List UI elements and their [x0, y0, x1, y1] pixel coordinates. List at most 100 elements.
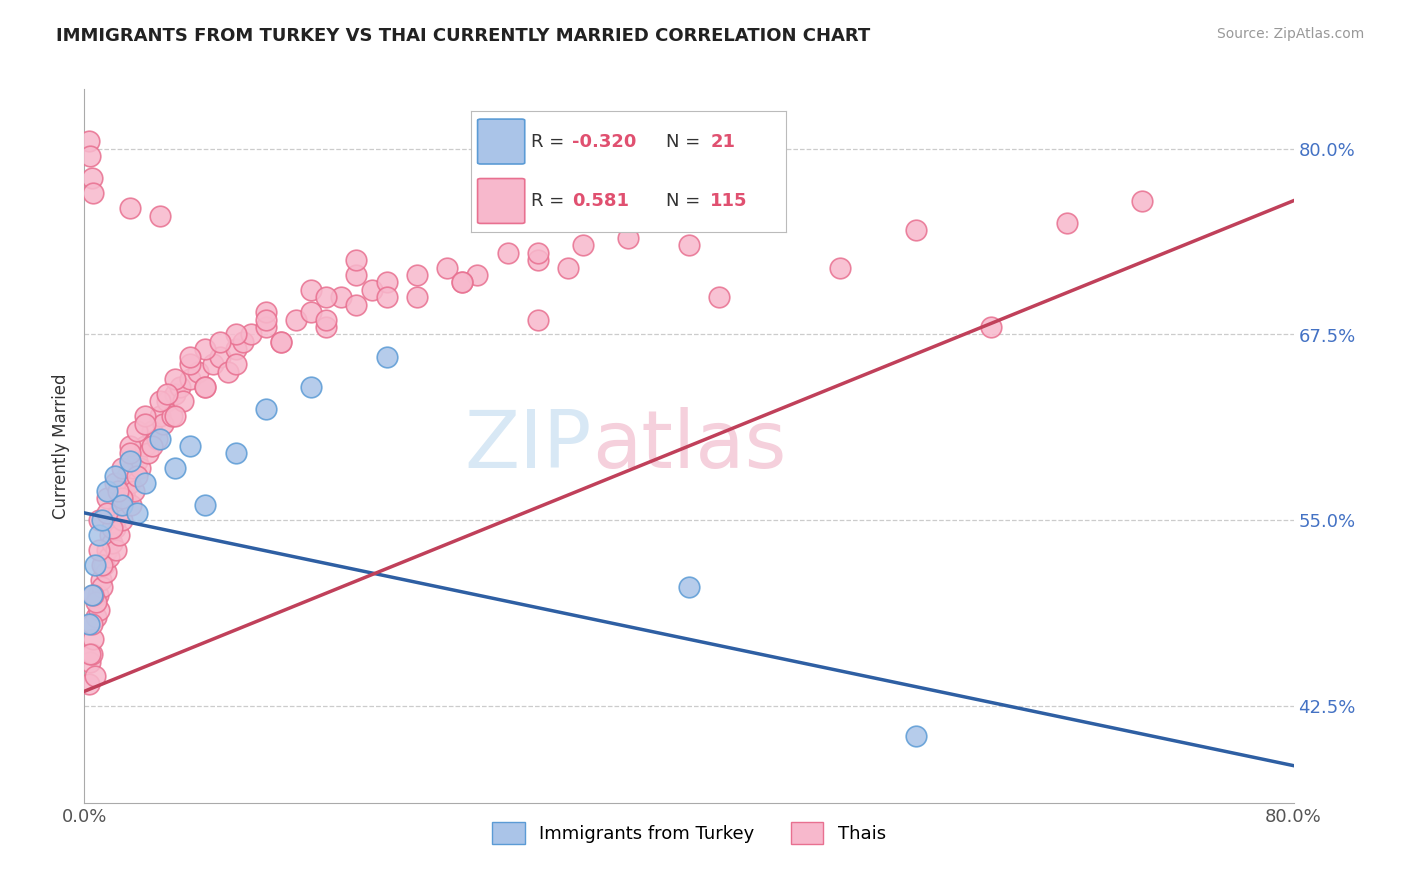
Point [149, 409, 172, 424]
Point [346, 298, 368, 312]
Point [107, 506, 129, 520]
Point [156, 387, 179, 401]
Point [360, 283, 382, 297]
Point [96, 483, 118, 498]
Point [315, 290, 337, 304]
Point [830, 260, 852, 275]
Point [105, 543, 128, 558]
Point [87, 588, 110, 602]
Point [146, 432, 169, 446]
Point [330, 290, 353, 304]
Point [187, 365, 209, 379]
Point [152, 417, 174, 431]
Point [209, 350, 232, 364]
Point [754, 201, 776, 215]
Point [118, 201, 141, 215]
Point [375, 290, 398, 304]
Point [617, 231, 640, 245]
Point [98, 528, 121, 542]
Point [225, 446, 247, 460]
Point [104, 468, 127, 483]
Point [451, 276, 474, 290]
Point [179, 372, 201, 386]
Point [904, 223, 927, 237]
Point [115, 468, 138, 483]
Point [96, 543, 118, 558]
Point [980, 320, 1002, 334]
Point [79, 647, 101, 661]
Point [96, 506, 118, 520]
Point [194, 343, 217, 357]
Point [451, 276, 474, 290]
Point [89, 543, 111, 558]
Point [254, 401, 277, 416]
Point [375, 276, 398, 290]
Point [225, 357, 247, 371]
Point [129, 461, 152, 475]
Point [527, 312, 550, 326]
Point [134, 409, 156, 424]
Point [134, 417, 156, 431]
Point [89, 528, 111, 542]
Point [270, 334, 292, 349]
Point [89, 513, 111, 527]
Point [179, 357, 201, 371]
Point [254, 312, 277, 326]
Point [77, 677, 100, 691]
Point [86, 610, 108, 624]
Point [84, 558, 107, 572]
Point [678, 238, 700, 252]
Point [77, 134, 100, 148]
Point [254, 305, 277, 319]
Point [111, 461, 134, 475]
Point [572, 238, 595, 252]
Point [165, 409, 187, 424]
Point [201, 357, 224, 371]
Point [436, 260, 458, 275]
Point [104, 476, 127, 491]
Point [149, 209, 172, 223]
Legend: Immigrants from Turkey, Thais: Immigrants from Turkey, Thais [485, 814, 893, 851]
Point [118, 439, 141, 453]
Point [299, 283, 322, 297]
Point [557, 260, 579, 275]
Point [80, 171, 103, 186]
Point [904, 729, 927, 743]
Y-axis label: Currently Married: Currently Married [52, 373, 70, 519]
Point [709, 290, 731, 304]
Point [91, 580, 114, 594]
Point [225, 327, 247, 342]
Point [79, 655, 101, 669]
Point [165, 387, 187, 401]
Text: Source: ZipAtlas.com: Source: ZipAtlas.com [1216, 27, 1364, 41]
Point [375, 350, 398, 364]
Point [127, 506, 149, 520]
Point [406, 290, 429, 304]
Point [82, 632, 104, 647]
Point [100, 521, 122, 535]
Point [527, 245, 550, 260]
Point [136, 446, 159, 460]
Point [104, 521, 127, 535]
Point [91, 513, 114, 527]
Point [270, 334, 292, 349]
Point [232, 334, 254, 349]
Point [254, 320, 277, 334]
Point [79, 149, 101, 163]
Point [1132, 194, 1154, 208]
Point [82, 186, 104, 201]
Point [122, 483, 145, 498]
Point [110, 499, 132, 513]
Point [165, 461, 187, 475]
Point [1056, 216, 1078, 230]
Point [77, 617, 100, 632]
Point [96, 491, 118, 505]
Point [285, 312, 308, 326]
Point [209, 334, 232, 349]
Point [127, 454, 149, 468]
Point [194, 499, 217, 513]
Point [86, 595, 108, 609]
Point [118, 454, 141, 468]
Point [299, 379, 322, 393]
Point [121, 461, 143, 475]
